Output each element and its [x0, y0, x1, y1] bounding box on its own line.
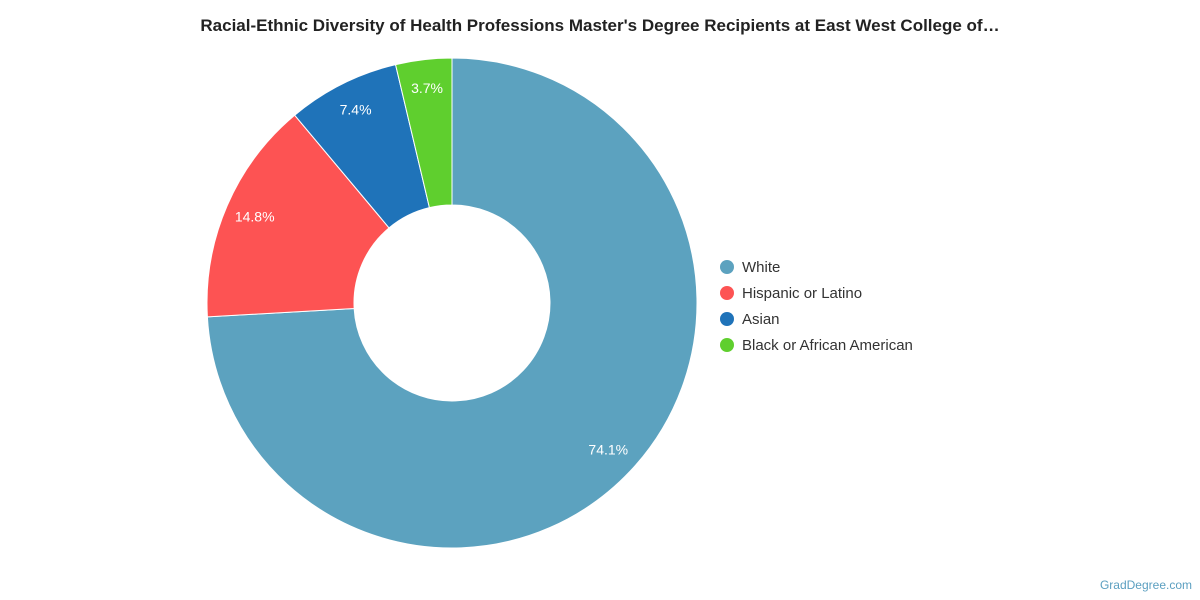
data-label-asian: 7.4% [340, 102, 372, 118]
donut-slices [206, 57, 698, 549]
legend-swatch [720, 286, 734, 300]
legend-item-hispanic-or-latino[interactable]: Hispanic or Latino [720, 280, 913, 306]
chart-legend: White Hispanic or Latino Asian Black or Afr… [720, 254, 913, 358]
data-label-hispanic-or-latino: 14.8% [235, 208, 275, 224]
legend-item-black-or-african-american[interactable]: Black or African American [720, 332, 913, 358]
legend-swatch [720, 338, 734, 352]
legend-item-white[interactable]: White [720, 254, 913, 280]
legend-item-asian[interactable]: Asian [720, 306, 913, 332]
donut-data-labels: 74.1% 14.8% 7.4% 3.7% [235, 80, 628, 457]
slice-hispanic-or-latino[interactable] [206, 114, 390, 318]
legend-swatch [720, 312, 734, 326]
legend-label: Black or African American [742, 336, 913, 354]
chart-title: Racial-Ethnic Diversity of Health Profes… [200, 16, 1000, 35]
legend-label: Asian [742, 310, 780, 328]
legend-label: Hispanic or Latino [742, 284, 863, 302]
slice-white[interactable] [206, 57, 698, 549]
data-label-white: 74.1% [588, 441, 628, 457]
legend-swatch [720, 260, 734, 274]
slice-black-or-african-american[interactable] [394, 57, 453, 209]
data-label-black-or-african-american: 3.7% [411, 80, 443, 96]
watermark[interactable]: GradDegree.com [1099, 578, 1192, 592]
legend-label: White [742, 258, 781, 276]
